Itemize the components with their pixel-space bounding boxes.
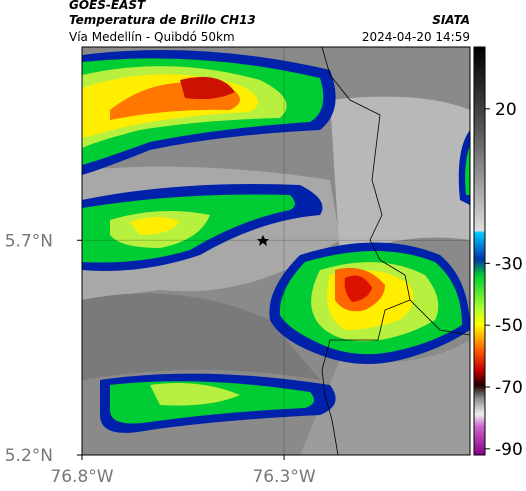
region: Vía Medellín - Quibdó 50km bbox=[69, 30, 235, 44]
y-tick-label: 5.2°N bbox=[5, 446, 53, 466]
city-marker bbox=[257, 235, 269, 246]
colorbar-tick-label: -50 bbox=[495, 316, 523, 336]
colorbar-tick-label: -70 bbox=[495, 378, 523, 398]
colorbar-tick-label: -30 bbox=[495, 254, 523, 274]
source: SIATA bbox=[432, 13, 470, 27]
map-frame bbox=[81, 46, 471, 456]
satellite-image bbox=[82, 47, 470, 455]
timestamp: 2024-04-20 14:59 bbox=[362, 30, 470, 44]
x-tick-label: 76.8°W bbox=[50, 467, 113, 487]
y-tick-label: 5.7°N bbox=[5, 231, 53, 251]
colorbar bbox=[473, 46, 486, 456]
x-tick-label: 76.3°W bbox=[252, 467, 315, 487]
title: GOES-EAST bbox=[69, 0, 146, 12]
subtitle: Temperatura de Brillo CH13 bbox=[69, 13, 256, 27]
colorbar-tick-label: 20 bbox=[495, 100, 517, 120]
colorbar-tick-label: -90 bbox=[495, 440, 523, 460]
